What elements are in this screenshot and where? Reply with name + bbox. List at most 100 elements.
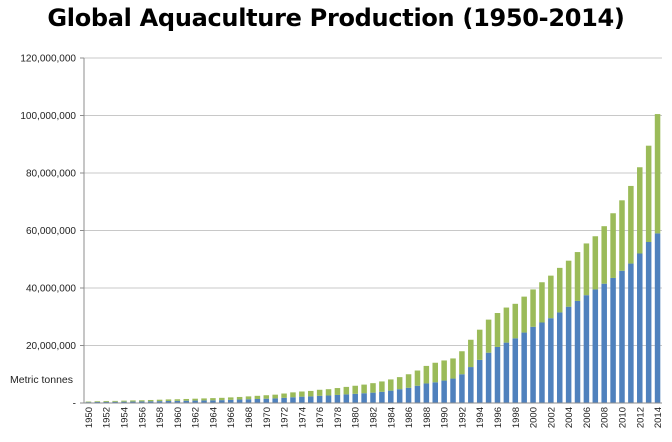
- bar-segment-upper: [574, 252, 581, 301]
- gridlines: [80, 57, 662, 404]
- bar-segment-upper: [628, 185, 634, 264]
- x-tick-label: 1976: [315, 407, 326, 428]
- x-tick-label: 2010: [617, 407, 628, 428]
- y-tick-label: 60,000,000: [26, 226, 76, 237]
- bar-segment-upper: [139, 400, 145, 402]
- bar-segment-upper: [592, 236, 599, 290]
- bar-segment-lower: [414, 385, 421, 403]
- bar-segment-lower: [637, 253, 643, 403]
- x-tick-label: 1960: [173, 407, 184, 428]
- bar-segment-lower: [583, 295, 590, 403]
- bar-segment-upper: [210, 398, 216, 401]
- bar-segment-upper: [450, 358, 456, 379]
- y-tick-label: 80,000,000: [26, 169, 76, 180]
- bar-segment-lower: [539, 322, 545, 403]
- bar-segment-lower: [645, 242, 652, 403]
- bar-segment-upper: [468, 339, 474, 368]
- bar-segment-upper: [121, 400, 127, 402]
- bar-segment-upper: [361, 384, 367, 394]
- bar-segment-upper: [379, 381, 385, 392]
- bar-segment-lower: [236, 399, 243, 403]
- bar-segment-lower: [281, 397, 287, 403]
- bar-segment-lower: [156, 401, 163, 403]
- bar-segment-upper: [85, 401, 92, 403]
- bar-segment-upper: [548, 275, 554, 319]
- bar-segment-lower: [174, 400, 181, 403]
- bar-segment-upper: [165, 399, 172, 401]
- bar-segment-lower: [494, 346, 501, 403]
- bar-segment-lower: [130, 401, 136, 403]
- x-tick-label: 2000: [529, 407, 540, 428]
- bar-segment-upper: [645, 145, 652, 242]
- y-tick-label: 40,000,000: [26, 284, 76, 295]
- bar-segment-lower: [263, 398, 270, 403]
- x-tick-labels: 1950 1952 1954 1956 1958 1960 1962 1964 1966 1968…: [84, 407, 664, 428]
- x-tick-label: 1958: [155, 407, 166, 428]
- bar-segment-upper: [370, 383, 376, 393]
- x-tick-label: 1980: [351, 407, 362, 428]
- bar-segment-lower: [610, 277, 616, 403]
- bar-segment-lower: [512, 338, 519, 403]
- bar-segment-lower: [343, 394, 350, 403]
- bar-segment-lower: [192, 400, 198, 403]
- bar-segment-lower: [272, 398, 278, 403]
- x-tick-label: 1994: [475, 407, 486, 428]
- x-tick-label: 1952: [102, 407, 113, 428]
- bar-segment-lower: [556, 312, 563, 403]
- x-tick-label: 1956: [137, 407, 148, 428]
- bar-segment-upper: [94, 401, 101, 402]
- bar-segment-upper: [219, 397, 225, 401]
- bar-segment-upper: [494, 313, 501, 347]
- y-tick-label: 20,000,000: [26, 341, 76, 352]
- bar-segment-lower: [441, 380, 447, 403]
- bar-segment-lower: [450, 378, 456, 403]
- bar-segment-lower: [619, 270, 625, 403]
- bar-segment-lower: [352, 393, 358, 403]
- x-tick-label: 1978: [333, 407, 344, 428]
- bar-segment-upper: [441, 360, 447, 381]
- bar-segment-lower: [121, 401, 127, 403]
- y-tick-labels: - 20,000,000 40,000,000 60,000,000 80,000,00…: [20, 54, 76, 410]
- axes: [83, 58, 662, 404]
- x-tick-label: 1950: [84, 407, 95, 428]
- bar-segment-upper: [610, 213, 616, 278]
- bar-segment-upper: [227, 397, 234, 400]
- bar-segment-lower: [432, 382, 439, 403]
- bar-segment-upper: [307, 390, 314, 397]
- bar-segment-upper: [619, 200, 625, 271]
- bar-segment-upper: [459, 351, 465, 375]
- bar-segment-lower: [601, 283, 607, 403]
- bar-segment-lower: [530, 326, 536, 403]
- bar-segment-lower: [290, 397, 296, 403]
- bar-segment-lower: [548, 318, 554, 403]
- x-tick-label: 1970: [262, 407, 273, 428]
- bar-segment-lower: [112, 401, 118, 403]
- x-tick-label: 2008: [600, 407, 611, 428]
- bar-segment-upper: [272, 394, 278, 399]
- bar-segment-upper: [130, 400, 136, 402]
- bar-segment-upper: [423, 365, 430, 384]
- bar-segment-lower: [147, 401, 154, 403]
- bar-segment-upper: [654, 114, 661, 234]
- x-tick-label: 1984: [386, 407, 397, 428]
- bar-segment-lower: [565, 306, 572, 403]
- bar-segment-lower: [183, 400, 190, 403]
- bar-segment-upper: [476, 329, 483, 360]
- x-tick-label: 1990: [440, 407, 451, 428]
- bar-segment-lower: [379, 391, 385, 403]
- bar-segment-lower: [299, 396, 305, 403]
- bar-segment-upper: [316, 389, 323, 396]
- bar-segment-lower: [459, 374, 465, 403]
- bar-segment-upper: [263, 395, 270, 399]
- bar-segment-lower: [361, 393, 367, 403]
- y-tick-label: -: [73, 399, 76, 410]
- bar-segment-upper: [405, 374, 412, 388]
- x-tick-label: 1954: [120, 407, 131, 428]
- bar-segment-lower: [227, 399, 234, 403]
- bar-segment-lower: [503, 342, 510, 403]
- bar-segment-lower: [103, 401, 109, 403]
- y-axis-label: Metric tonnes: [10, 374, 73, 386]
- bar-segment-lower: [468, 367, 474, 403]
- bar-segment-upper: [521, 296, 527, 333]
